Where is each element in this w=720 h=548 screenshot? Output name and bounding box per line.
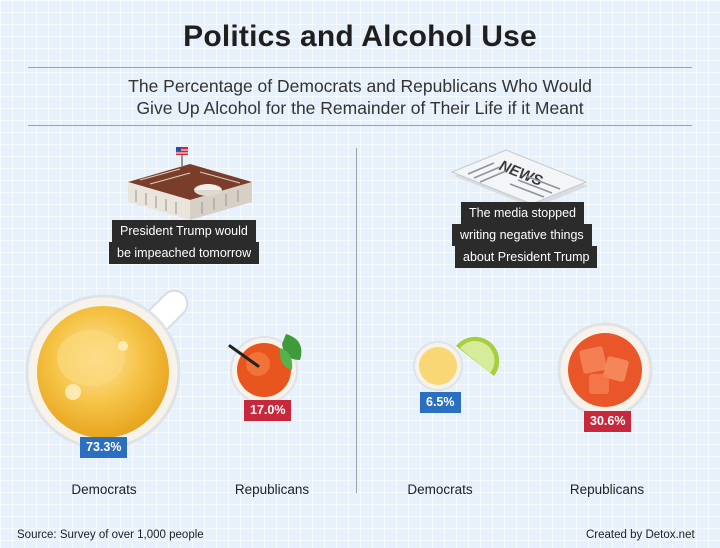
whiskey-rocks-icon	[557, 322, 653, 418]
rep-value-badge: 30.6%	[584, 411, 632, 432]
right-caption-line: The media stopped	[461, 202, 585, 224]
right-caption-line: writing negative things	[452, 224, 592, 246]
title-rule	[28, 67, 692, 68]
newspaper-icon: NEWS	[450, 149, 588, 208]
source-note: Source: Survey of over 1,000 people	[17, 529, 204, 541]
bloody-mary-icon	[228, 334, 302, 404]
subtitle: The Percentage of Democrats and Republic…	[40, 75, 680, 119]
left-category-democrats: Democrats	[71, 482, 137, 497]
left-caption-line: President Trump would	[112, 220, 256, 242]
page-title: Politics and Alcohol Use	[183, 20, 537, 53]
subtitle-line-1: The Percentage of Democrats and Republic…	[128, 76, 592, 96]
right-category-democrats: Democrats	[407, 482, 473, 497]
dem-value-badge: 6.5%	[420, 392, 461, 413]
panel-divider	[356, 148, 357, 493]
dem-value-badge: 73.3%	[80, 437, 128, 458]
left-caption-line: be impeached tomorrow	[109, 242, 260, 264]
left-category-republicans: Republicans	[234, 482, 310, 497]
right-category-republicans: Republicans	[569, 482, 645, 497]
rep-value-badge: 17.0%	[244, 400, 292, 421]
beer-mug-icon	[25, 289, 189, 450]
shot-lime-icon	[413, 336, 500, 391]
subtitle-rule	[28, 125, 692, 126]
subtitle-line-2: Give Up Alcohol for the Remainder of The…	[136, 98, 584, 118]
white-house-icon	[128, 147, 252, 220]
right-caption-line: about President Trump	[455, 246, 598, 268]
credit-note: Created by Detox.net	[586, 529, 695, 541]
